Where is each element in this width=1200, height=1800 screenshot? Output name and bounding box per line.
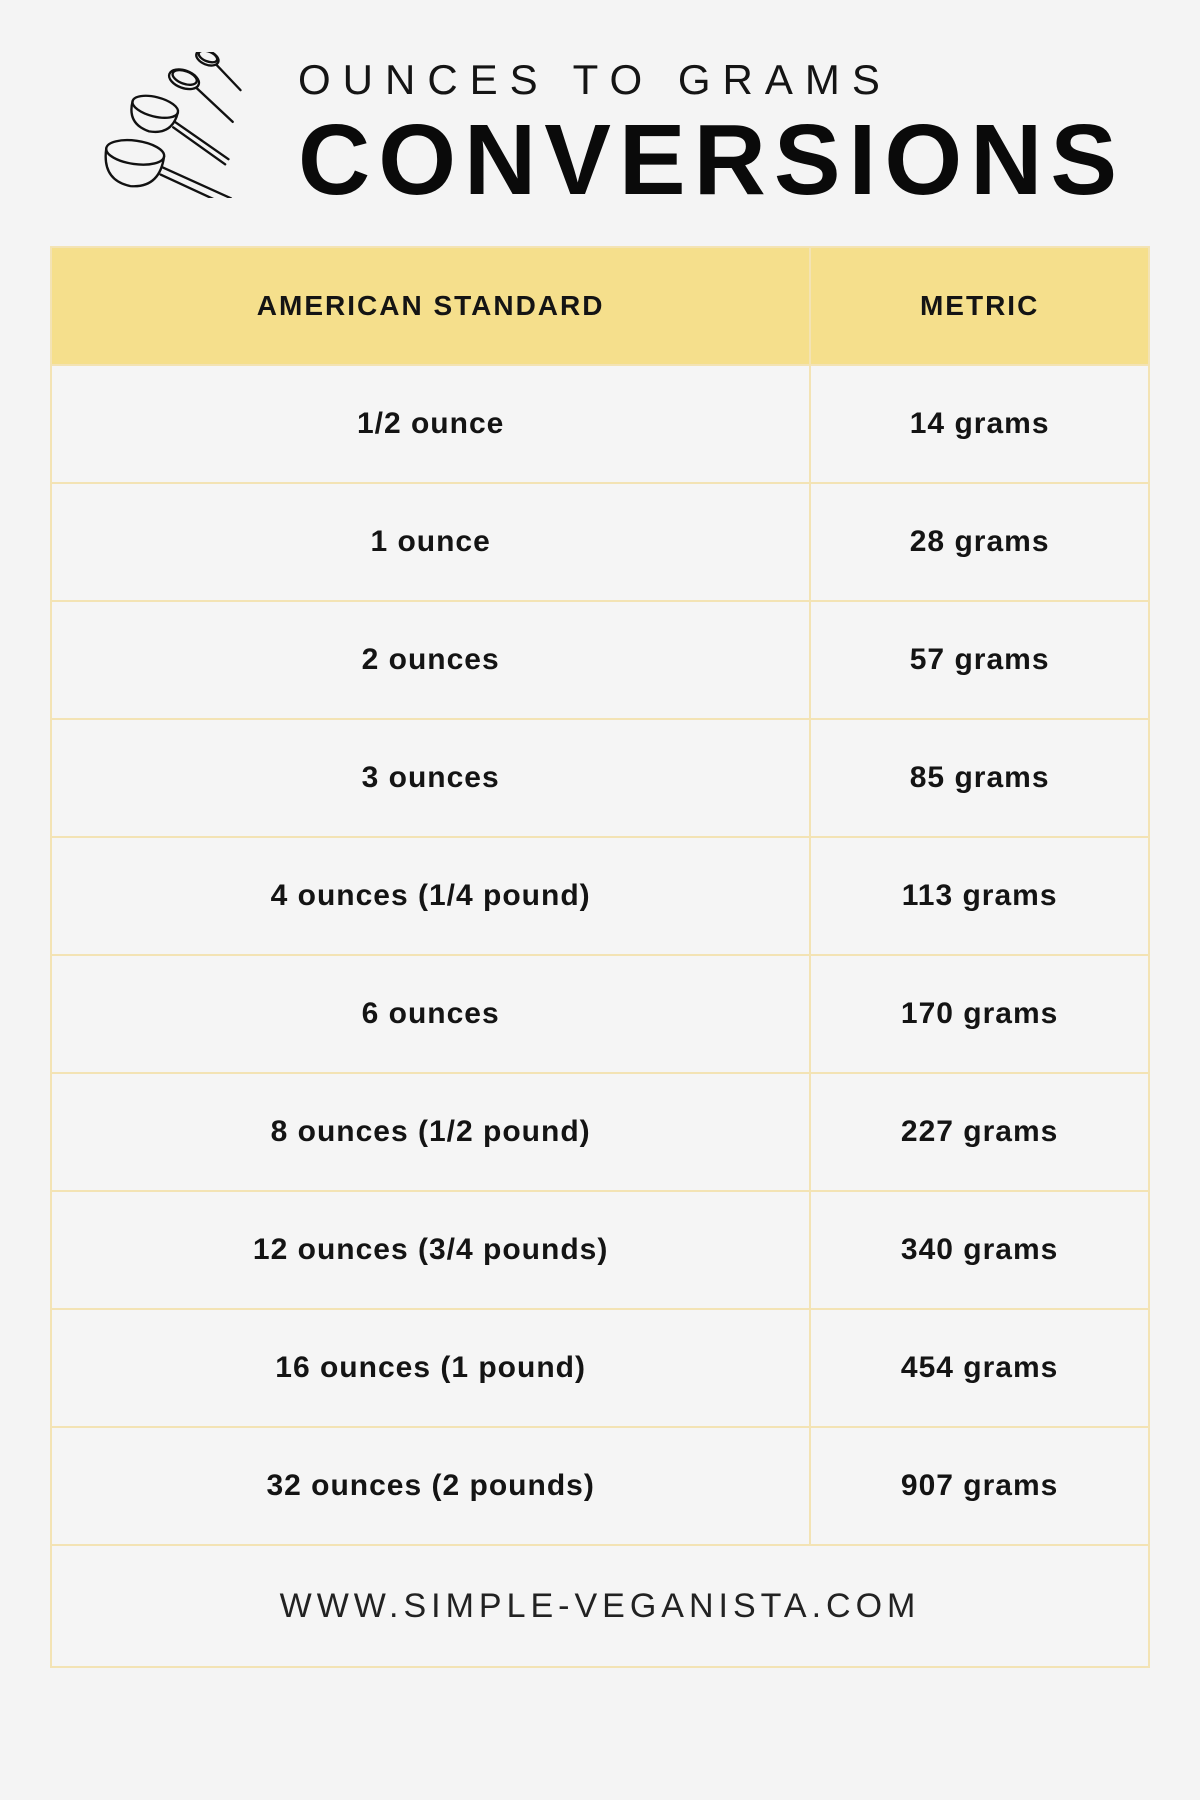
footer-url: WWW.SIMPLE-VEGANISTA.COM <box>51 1545 1149 1667</box>
cell-american: 2 ounces <box>51 601 810 719</box>
cell-american: 3 ounces <box>51 719 810 837</box>
page: OUNCES TO GRAMS CONVERSIONS AMERICAN STA… <box>0 0 1200 1800</box>
col-metric: METRIC <box>810 247 1149 365</box>
cell-metric: 57 grams <box>810 601 1149 719</box>
title-block: OUNCES TO GRAMS CONVERSIONS <box>298 48 1150 210</box>
subtitle: OUNCES TO GRAMS <box>298 56 1150 104</box>
table-row: 8 ounces (1/2 pound)227 grams <box>51 1073 1149 1191</box>
cell-metric: 227 grams <box>810 1073 1149 1191</box>
table-row: 32 ounces (2 pounds)907 grams <box>51 1427 1149 1545</box>
measuring-cups-icon <box>100 48 270 198</box>
cell-metric: 85 grams <box>810 719 1149 837</box>
cell-american: 32 ounces (2 pounds) <box>51 1427 810 1545</box>
conversion-table: AMERICAN STANDARD METRIC 1/2 ounce14 gra… <box>50 246 1150 1668</box>
cell-american: 16 ounces (1 pound) <box>51 1309 810 1427</box>
table-row: 3 ounces85 grams <box>51 719 1149 837</box>
cell-metric: 907 grams <box>810 1427 1149 1545</box>
table-row: 6 ounces170 grams <box>51 955 1149 1073</box>
cell-metric: 113 grams <box>810 837 1149 955</box>
cell-american: 1/2 ounce <box>51 365 810 483</box>
page-title: CONVERSIONS <box>298 110 1150 210</box>
table-row: 16 ounces (1 pound)454 grams <box>51 1309 1149 1427</box>
table-row: 4 ounces (1/4 pound)113 grams <box>51 837 1149 955</box>
col-american-standard: AMERICAN STANDARD <box>51 247 810 365</box>
cell-metric: 28 grams <box>810 483 1149 601</box>
cell-metric: 170 grams <box>810 955 1149 1073</box>
table-header-row: AMERICAN STANDARD METRIC <box>51 247 1149 365</box>
cell-metric: 454 grams <box>810 1309 1149 1427</box>
footer-row: WWW.SIMPLE-VEGANISTA.COM <box>51 1545 1149 1667</box>
cell-american: 12 ounces (3/4 pounds) <box>51 1191 810 1309</box>
cell-american: 1 ounce <box>51 483 810 601</box>
cell-metric: 14 grams <box>810 365 1149 483</box>
cell-american: 6 ounces <box>51 955 810 1073</box>
table-row: 12 ounces (3/4 pounds)340 grams <box>51 1191 1149 1309</box>
table-row: 2 ounces57 grams <box>51 601 1149 719</box>
cell-american: 4 ounces (1/4 pound) <box>51 837 810 955</box>
header: OUNCES TO GRAMS CONVERSIONS <box>50 48 1150 210</box>
table-row: 1/2 ounce14 grams <box>51 365 1149 483</box>
table-row: 1 ounce28 grams <box>51 483 1149 601</box>
cell-american: 8 ounces (1/2 pound) <box>51 1073 810 1191</box>
cell-metric: 340 grams <box>810 1191 1149 1309</box>
